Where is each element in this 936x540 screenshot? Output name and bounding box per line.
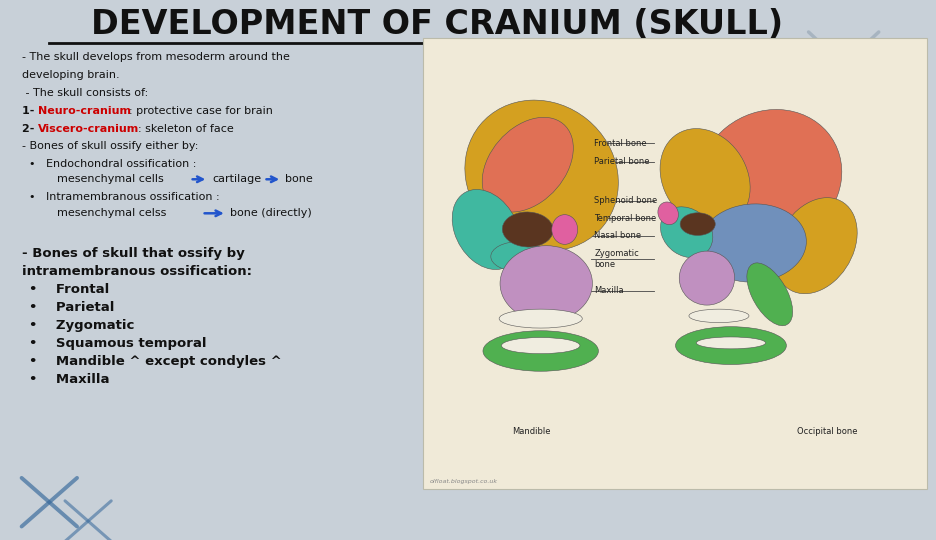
Ellipse shape — [747, 263, 793, 326]
Text: bone (directly): bone (directly) — [230, 208, 312, 218]
Text: Neuro-cranium: Neuro-cranium — [37, 106, 131, 116]
Text: Nasal bone: Nasal bone — [594, 232, 641, 240]
Ellipse shape — [689, 309, 749, 322]
Ellipse shape — [697, 110, 841, 247]
Text: - Bones of skull ossify either by:: - Bones of skull ossify either by: — [22, 141, 198, 151]
Text: 2-: 2- — [22, 124, 37, 133]
Ellipse shape — [465, 100, 619, 251]
Text: mesenchymal cells: mesenchymal cells — [57, 174, 164, 184]
Text: - The skull consists of:: - The skull consists of: — [22, 88, 148, 98]
Text: : protective case for brain: : protective case for brain — [129, 106, 273, 116]
Text: mesenchymal celss: mesenchymal celss — [57, 208, 166, 218]
Text: developing brain.: developing brain. — [22, 70, 119, 79]
FancyBboxPatch shape — [423, 38, 927, 489]
Ellipse shape — [700, 204, 806, 282]
Text: Parietal bone: Parietal bone — [594, 158, 650, 166]
Ellipse shape — [775, 198, 857, 294]
Text: 1-: 1- — [22, 106, 37, 116]
Ellipse shape — [676, 327, 786, 364]
Ellipse shape — [680, 213, 715, 235]
Ellipse shape — [499, 309, 582, 328]
Text: - The skull develops from mesoderm around the: - The skull develops from mesoderm aroun… — [22, 52, 289, 62]
Text: - Bones of skull that ossify by: - Bones of skull that ossify by — [22, 247, 244, 260]
Ellipse shape — [482, 117, 574, 212]
Text: DEVELOPMENT OF CRANIUM (SKULL): DEVELOPMENT OF CRANIUM (SKULL) — [91, 8, 783, 41]
Text: •    Squamous temporal: • Squamous temporal — [29, 338, 207, 350]
Text: Mandible: Mandible — [512, 428, 550, 436]
Text: Sphenoid bone: Sphenoid bone — [594, 197, 657, 205]
Text: •   Intramembranous ossification :: • Intramembranous ossification : — [29, 192, 220, 202]
Ellipse shape — [483, 330, 598, 372]
Text: olfloat.blogspot.co.uk: olfloat.blogspot.co.uk — [430, 479, 498, 484]
Ellipse shape — [696, 337, 766, 349]
Ellipse shape — [661, 207, 713, 258]
Text: •    Mandible ^ except condyles ^: • Mandible ^ except condyles ^ — [29, 355, 282, 368]
Text: Maxilla: Maxilla — [594, 286, 624, 295]
Text: Zygomatic
bone: Zygomatic bone — [594, 249, 639, 269]
Ellipse shape — [658, 202, 679, 225]
Ellipse shape — [452, 190, 520, 269]
Text: •    Zygomatic: • Zygomatic — [29, 319, 135, 332]
Text: •    Frontal: • Frontal — [29, 284, 110, 296]
Ellipse shape — [503, 212, 553, 247]
Text: Temporal bone: Temporal bone — [594, 214, 656, 222]
Ellipse shape — [552, 214, 578, 244]
Ellipse shape — [680, 251, 735, 305]
Text: bone: bone — [285, 174, 313, 184]
Ellipse shape — [500, 246, 592, 321]
Ellipse shape — [660, 129, 750, 228]
Ellipse shape — [490, 241, 547, 271]
Text: intramembranous ossification:: intramembranous ossification: — [22, 265, 252, 278]
Text: cartilage: cartilage — [212, 174, 261, 184]
Text: : skeleton of face: : skeleton of face — [138, 124, 233, 133]
Text: Frontal bone: Frontal bone — [594, 139, 647, 147]
Text: •    Maxilla: • Maxilla — [29, 373, 110, 386]
Ellipse shape — [502, 338, 580, 354]
Text: Occipital bone: Occipital bone — [797, 428, 857, 436]
Text: •   Endochondral ossification :: • Endochondral ossification : — [29, 159, 197, 168]
Text: Viscero-cranium: Viscero-cranium — [37, 124, 139, 133]
Text: •    Parietal: • Parietal — [29, 301, 114, 314]
